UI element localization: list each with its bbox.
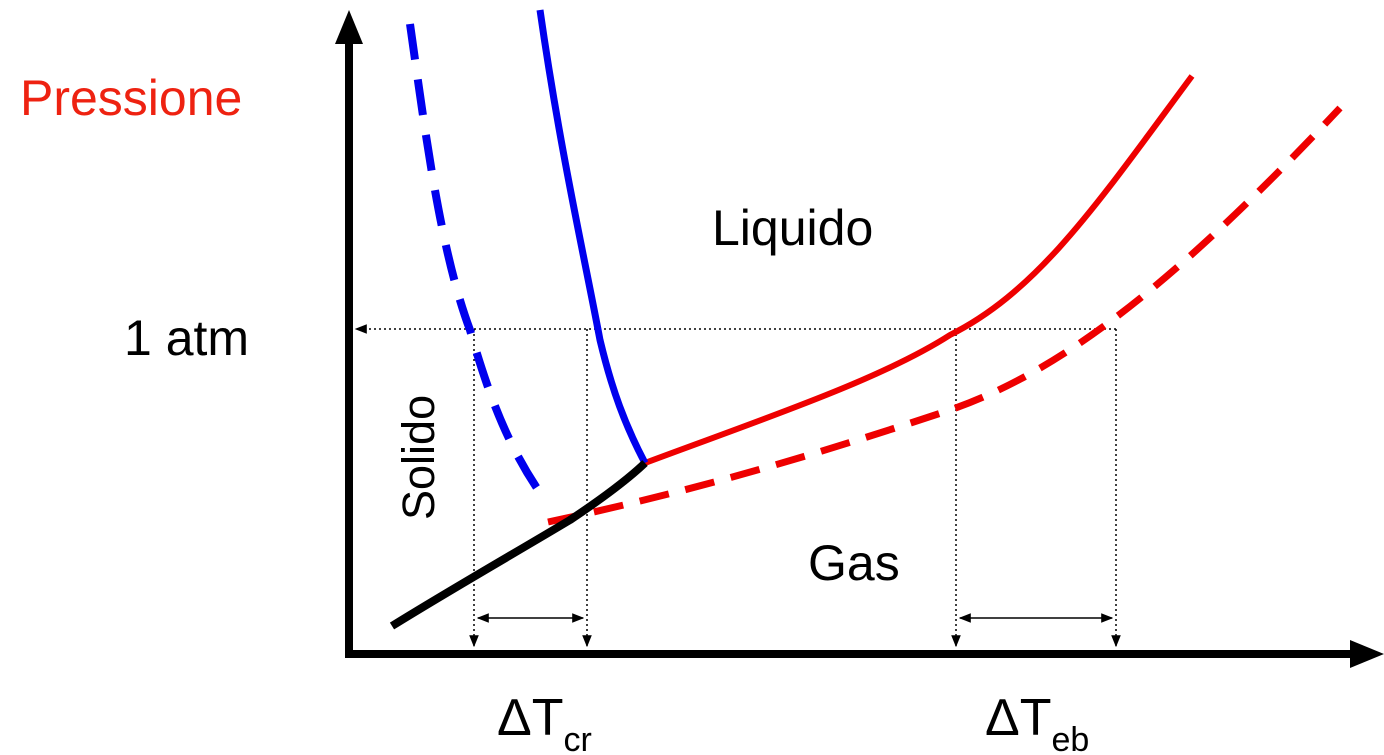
delta-t-cr-base: ΔT (497, 689, 564, 747)
liquid-region-label: Liquido (712, 200, 873, 256)
x-axis-arrowhead (1350, 640, 1384, 668)
solution-vaporization-curve (547, 105, 1343, 526)
delta-t-eb-subscript: eb (1052, 721, 1090, 755)
one-atm-label: 1 atm (124, 310, 249, 366)
pure-solvent-vaporization-curve (643, 74, 1195, 466)
delta-t-cr-subscript: cr (564, 721, 592, 755)
pressure-axis-label: Pressione (20, 70, 242, 126)
solution-fusion-curve (406, 23, 547, 500)
delta-t-eb-label: ΔTeb (985, 689, 1089, 755)
pure-solvent-fusion-curve (536, 9, 649, 465)
delta-t-cr-label: ΔTcr (497, 689, 592, 755)
gas-region-label: Gas (808, 535, 900, 591)
solid-region-label: Solido (393, 395, 444, 520)
delta-t-eb-base: ΔT (985, 689, 1052, 747)
y-axis-arrowhead (335, 10, 363, 44)
sublimation-curve (389, 460, 648, 630)
